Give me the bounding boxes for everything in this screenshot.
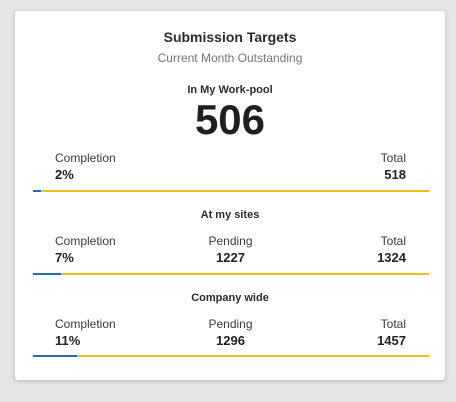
pending-label: Pending <box>208 234 253 248</box>
company-completion: Completion 11% <box>55 317 116 350</box>
workpool-completion: Completion 2% <box>55 151 116 184</box>
workpool-count: 506 <box>194 96 266 143</box>
workpool-progress-bar <box>33 190 429 192</box>
sites-completion: Completion 7% <box>55 234 116 267</box>
company-progress-fill <box>33 355 77 357</box>
completion-label: Completion <box>55 317 116 331</box>
company-stats: Completion 11% Pending 1296 Total 1457 <box>55 317 406 349</box>
sites-pending: Pending 1227 <box>55 234 406 267</box>
total-value: 1457 <box>377 333 406 348</box>
total-value: 1324 <box>377 250 406 265</box>
workpool-stats: Completion 2% Total 518 <box>55 151 406 183</box>
total-label: Total <box>380 151 406 165</box>
card-title: Submission Targets <box>163 29 297 45</box>
card-subtitle: Current Month Outstanding <box>157 51 303 65</box>
submission-targets-card: Submission Targets Current Month Outstan… <box>15 11 445 380</box>
company-progress-bar <box>33 355 429 357</box>
total-label: Total <box>380 234 406 248</box>
total-value: 518 <box>384 167 406 182</box>
pending-label: Pending <box>208 317 253 331</box>
sites-progress-fill <box>33 273 61 275</box>
completion-value: 7% <box>55 250 74 265</box>
sites-total: Total 1324 <box>377 234 406 267</box>
completion-label: Completion <box>55 234 116 248</box>
workpool-heading: In My Work-pool <box>187 84 273 96</box>
workpool-total: Total 518 <box>381 151 406 184</box>
sites-stats: Completion 7% Pending 1227 Total 1324 <box>55 234 406 266</box>
pending-value: 1296 <box>216 333 245 348</box>
sites-heading: At my sites <box>200 209 260 221</box>
workpool-progress-fill <box>33 190 41 192</box>
total-label: Total <box>380 317 406 331</box>
company-total: Total 1457 <box>377 317 406 350</box>
completion-value: 11% <box>55 333 81 348</box>
completion-value: 2% <box>55 167 74 182</box>
company-pending: Pending 1296 <box>55 317 406 350</box>
sites-progress-bar <box>33 273 429 275</box>
pending-value: 1227 <box>216 250 245 265</box>
company-heading: Company wide <box>191 292 269 304</box>
completion-label: Completion <box>55 151 116 165</box>
